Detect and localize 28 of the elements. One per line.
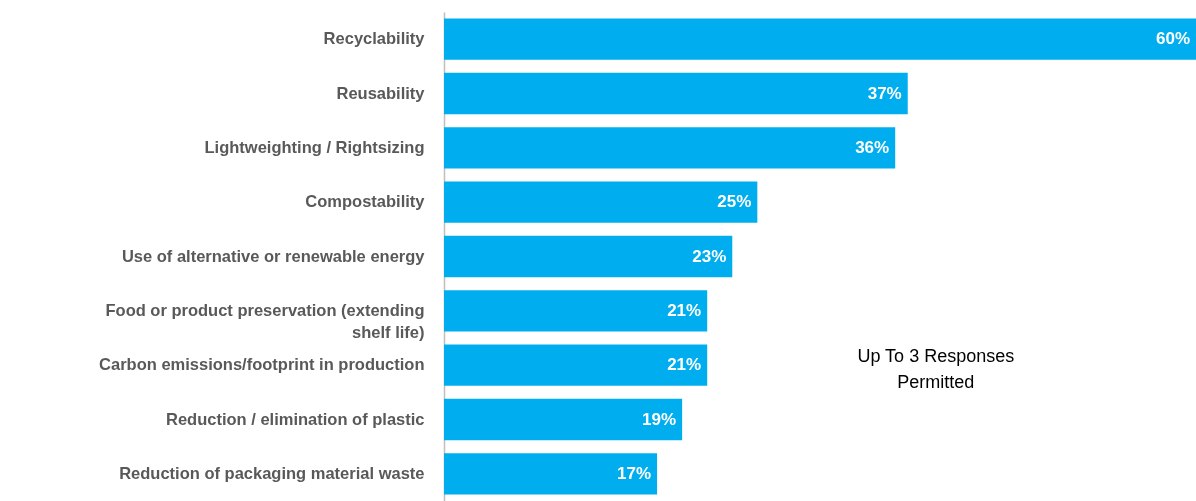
data-label: 37% — [867, 83, 902, 103]
y-tick-label: Use of alternative or renewable energy — [121, 246, 426, 265]
data-label: 21% — [667, 300, 702, 320]
bar — [444, 18, 1196, 60]
bar — [444, 181, 758, 223]
y-tick-label: Carbon emissions/footprint in production — [99, 355, 425, 374]
bar — [444, 344, 708, 386]
bar — [444, 127, 896, 169]
data-label: 25% — [717, 192, 752, 212]
bar — [444, 235, 733, 278]
y-tick-label: Reusability — [336, 83, 426, 102]
y-tick-label: Compostability — [305, 192, 426, 211]
bar — [444, 398, 683, 441]
data-label: 23% — [692, 246, 727, 266]
data-label: 36% — [855, 137, 890, 157]
y-tick-label: Recyclability — [323, 29, 426, 48]
data-label: 17% — [617, 463, 652, 483]
data-label: 21% — [667, 355, 702, 375]
y-tick-label: Lightweighting / Rightsizing — [204, 137, 425, 156]
annotation: Up To 3 Responses Permitted — [857, 345, 1015, 392]
y-tick-label: Reduction of packaging material waste — [119, 463, 425, 482]
y-tick-label: Food or product preservation (extending shelf life) — [105, 300, 425, 341]
bar — [444, 453, 658, 495]
y-tick-label: Reduction / elimination of plastic — [165, 409, 425, 428]
data-label: 19% — [642, 409, 677, 429]
bar — [444, 72, 908, 115]
bar — [444, 290, 708, 332]
data-label: 60% — [1155, 29, 1190, 49]
